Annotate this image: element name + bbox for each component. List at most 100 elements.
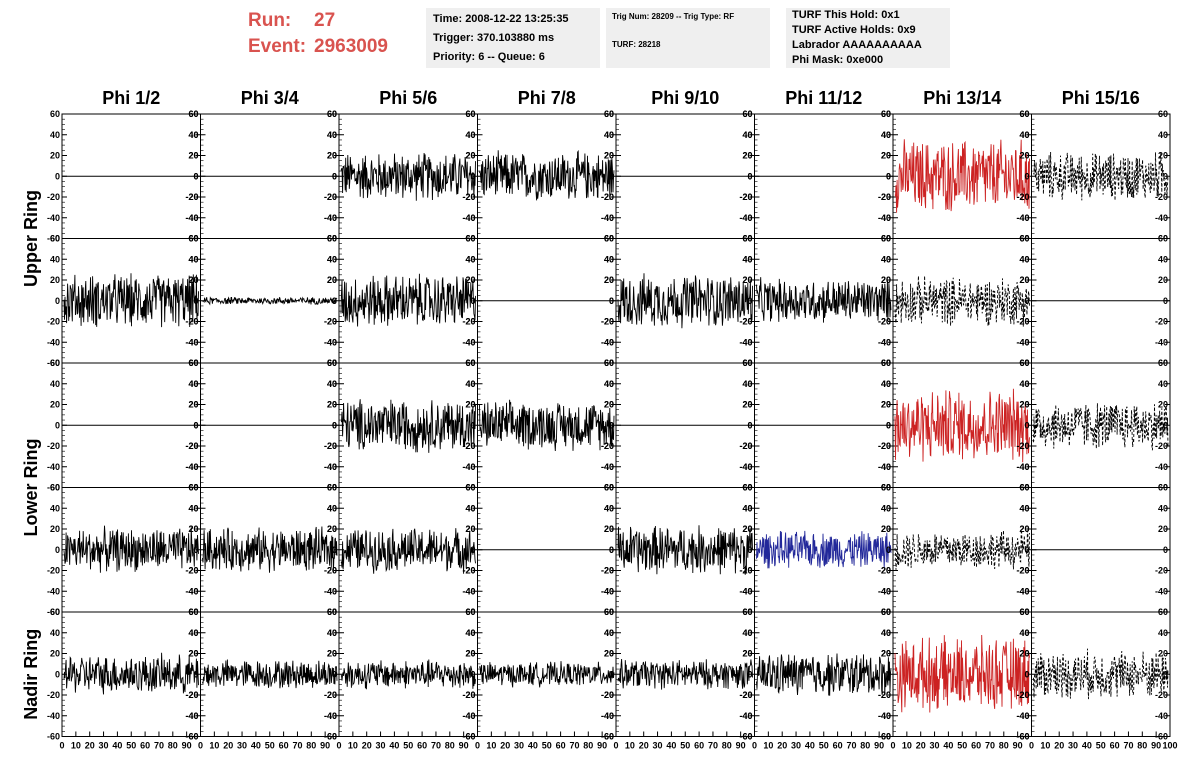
y-tick-label: 0 [886, 669, 891, 679]
x-tick-label: 20 [362, 741, 372, 751]
y-tick-label: 40 [465, 628, 475, 638]
y-tick-label: 20 [465, 151, 475, 161]
y-tick-label: 0 [747, 545, 752, 555]
x-tick-label: 60 [556, 741, 566, 751]
y-tick-label: 0 [332, 420, 337, 430]
y-tick-label: -40 [185, 213, 198, 223]
waveform-trace [1033, 648, 1169, 700]
y-tick-label: -40 [324, 462, 337, 472]
y-tick-label: -20 [462, 317, 475, 327]
y-tick-label: -20 [185, 690, 198, 700]
y-tick-label: 0 [609, 171, 614, 181]
y-tick-label: 60 [604, 234, 614, 244]
x-tick-label: 70 [292, 741, 302, 751]
y-tick-label: -40 [739, 586, 752, 596]
waveform-trace [63, 525, 199, 573]
waveform-trace [894, 139, 1030, 213]
y-tick-label: -40 [324, 586, 337, 596]
y-tick-label: -40 [601, 213, 614, 223]
y-tick-label: -20 [324, 192, 337, 202]
y-tick-label: 20 [50, 649, 60, 659]
y-tick-label: 60 [1019, 234, 1029, 244]
y-tick-label: 40 [881, 503, 891, 513]
y-tick-label: -40 [324, 711, 337, 721]
y-tick-label: -20 [601, 192, 614, 202]
y-tick-label: 20 [881, 151, 891, 161]
y-tick-label: -40 [462, 337, 475, 347]
x-tick-label: 10 [486, 741, 496, 751]
y-tick-label: 40 [327, 130, 337, 140]
y-tick-label: 20 [465, 524, 475, 534]
y-tick-label: 40 [188, 130, 198, 140]
y-tick-label: 20 [1019, 400, 1029, 410]
y-tick-label: 20 [881, 649, 891, 659]
y-tick-label: 40 [465, 254, 475, 264]
y-tick-label: -60 [601, 732, 614, 742]
y-tick-label: 40 [327, 254, 337, 264]
y-tick-label: -40 [601, 586, 614, 596]
y-tick-label: 0 [470, 296, 475, 306]
labrador-text: Labrador AAAAAAAAAA [792, 39, 922, 51]
y-tick-label: 60 [742, 483, 752, 493]
y-tick-label: -20 [1016, 317, 1029, 327]
y-tick-label: -20 [324, 317, 337, 327]
y-tick-label: 60 [881, 234, 891, 244]
y-tick-label: -40 [739, 462, 752, 472]
y-tick-label: 20 [188, 151, 198, 161]
x-tick-label: 70 [846, 741, 856, 751]
waveform-trace [63, 273, 199, 328]
y-tick-label: 40 [1019, 254, 1029, 264]
y-tick-label: 40 [188, 379, 198, 389]
y-tick-label: -40 [462, 213, 475, 223]
y-tick-label: 0 [470, 669, 475, 679]
row-label: Lower Ring [21, 439, 41, 537]
y-tick-label: 60 [50, 358, 60, 368]
y-tick-label: 60 [881, 607, 891, 617]
y-tick-label: -40 [462, 711, 475, 721]
y-tick-label: 20 [1158, 649, 1168, 659]
y-tick-label: -40 [1016, 337, 1029, 347]
waveform-trace [340, 528, 476, 574]
x-tick-label: 90 [182, 741, 192, 751]
y-tick-label: 40 [327, 503, 337, 513]
y-tick-label: 60 [327, 607, 337, 617]
x-tick-label: 40 [943, 741, 953, 751]
y-tick-label: 60 [327, 358, 337, 368]
x-tick-label: 80 [168, 741, 178, 751]
x-tick-label: 90 [736, 741, 746, 751]
y-tick-label: 0 [55, 420, 60, 430]
time-info-box: Time: 2008-12-22 13:25:35 Trigger: 370.1… [426, 8, 600, 68]
phi-mask-text: Phi Mask: 0xe000 [792, 54, 884, 66]
y-tick-label: 20 [742, 649, 752, 659]
turf-text: TURF: 28218 [612, 40, 661, 49]
y-tick-label: 40 [50, 130, 60, 140]
y-tick-label: -20 [739, 441, 752, 451]
y-tick-label: 20 [1019, 524, 1029, 534]
y-tick-label: -60 [47, 732, 60, 742]
y-tick-label: 0 [886, 171, 891, 181]
y-tick-label: -40 [601, 337, 614, 347]
y-tick-label: 20 [327, 275, 337, 285]
y-tick-label: 0 [886, 420, 891, 430]
waveform-trace [1033, 151, 1169, 201]
x-tick-label: 70 [1123, 741, 1133, 751]
y-tick-label: -40 [739, 213, 752, 223]
y-tick-label: -40 [1016, 711, 1029, 721]
y-tick-label: 60 [1019, 234, 1029, 244]
x-tick-label: 0 [475, 741, 480, 751]
y-tick-label: 40 [604, 130, 614, 140]
y-tick-label: -40 [462, 586, 475, 596]
panel-frame [61, 611, 201, 737]
y-tick-label: -20 [878, 192, 891, 202]
y-tick-label: 0 [332, 296, 337, 306]
x-tick-label: 20 [85, 741, 95, 751]
y-tick-label: 40 [465, 379, 475, 389]
y-tick-label: -20 [1155, 192, 1168, 202]
y-tick-label: 60 [1019, 109, 1029, 119]
y-tick-label: 0 [1163, 171, 1168, 181]
y-tick-label: 0 [1163, 420, 1168, 430]
y-tick-label: 40 [327, 379, 337, 389]
y-tick-label: -20 [601, 566, 614, 576]
y-tick-label: 40 [881, 503, 891, 513]
y-tick-label: 60 [465, 483, 475, 493]
